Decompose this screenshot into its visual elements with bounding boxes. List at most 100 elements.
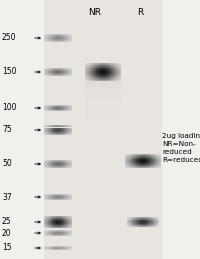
Bar bbox=[94, 73, 95, 74]
Bar bbox=[133, 219, 134, 220]
Bar bbox=[51, 227, 52, 228]
Bar bbox=[71, 130, 72, 131]
Bar bbox=[57, 226, 58, 227]
Bar bbox=[119, 71, 120, 72]
Bar bbox=[58, 71, 59, 72]
Bar bbox=[97, 63, 98, 64]
Bar bbox=[70, 129, 71, 130]
Bar bbox=[102, 76, 103, 77]
Bar bbox=[45, 219, 46, 220]
Bar bbox=[151, 218, 152, 219]
Bar bbox=[65, 75, 66, 76]
Bar bbox=[99, 64, 100, 65]
Bar bbox=[66, 134, 67, 135]
Bar bbox=[133, 164, 134, 165]
Bar bbox=[65, 222, 66, 223]
Bar bbox=[55, 225, 56, 226]
Bar bbox=[129, 156, 130, 157]
Bar bbox=[145, 220, 146, 221]
Bar bbox=[55, 128, 56, 129]
Bar bbox=[138, 162, 139, 163]
Bar bbox=[137, 156, 138, 157]
Bar bbox=[157, 154, 158, 155]
Bar bbox=[52, 41, 53, 42]
Bar bbox=[46, 37, 47, 38]
Bar bbox=[63, 74, 64, 75]
Bar bbox=[87, 73, 88, 74]
Bar bbox=[44, 164, 45, 165]
Bar bbox=[87, 67, 88, 68]
Bar bbox=[100, 80, 101, 81]
Bar bbox=[128, 165, 129, 166]
Bar bbox=[62, 36, 63, 37]
Bar bbox=[126, 161, 127, 162]
Bar bbox=[153, 226, 154, 227]
Bar bbox=[115, 66, 116, 67]
Bar bbox=[95, 66, 96, 67]
Bar bbox=[85, 65, 86, 66]
Bar bbox=[152, 226, 153, 227]
Bar bbox=[85, 77, 86, 78]
Bar bbox=[56, 164, 57, 165]
Text: 15: 15 bbox=[2, 243, 12, 253]
Bar bbox=[133, 225, 134, 226]
Bar bbox=[61, 133, 62, 134]
Bar bbox=[70, 38, 71, 39]
Bar bbox=[61, 35, 62, 36]
Bar bbox=[46, 126, 47, 127]
Bar bbox=[60, 216, 61, 217]
Bar bbox=[86, 71, 87, 72]
Bar bbox=[89, 80, 90, 81]
Bar bbox=[158, 156, 159, 157]
Bar bbox=[140, 160, 141, 161]
Bar bbox=[49, 133, 50, 134]
Bar bbox=[44, 130, 45, 131]
Bar bbox=[114, 69, 115, 70]
Bar bbox=[55, 132, 56, 133]
Bar bbox=[86, 79, 87, 80]
Bar bbox=[143, 156, 144, 157]
Bar bbox=[51, 127, 52, 128]
Bar bbox=[88, 63, 89, 64]
Bar bbox=[148, 158, 149, 159]
Bar bbox=[51, 75, 52, 76]
Bar bbox=[56, 160, 57, 161]
Bar bbox=[154, 217, 155, 218]
Bar bbox=[85, 98, 121, 99]
Bar bbox=[49, 162, 50, 163]
Bar bbox=[46, 40, 47, 41]
Bar bbox=[128, 167, 129, 168]
Bar bbox=[104, 73, 105, 74]
Bar bbox=[146, 154, 147, 155]
Bar bbox=[112, 76, 113, 77]
Bar bbox=[102, 78, 103, 79]
Bar bbox=[104, 70, 105, 71]
Bar bbox=[66, 130, 67, 131]
Bar bbox=[54, 34, 55, 35]
Bar bbox=[49, 226, 50, 227]
Bar bbox=[140, 154, 141, 155]
Bar bbox=[60, 73, 61, 74]
Bar bbox=[66, 163, 67, 164]
Bar bbox=[67, 227, 68, 228]
Bar bbox=[148, 220, 149, 221]
Bar bbox=[53, 226, 54, 227]
Bar bbox=[66, 68, 67, 69]
Bar bbox=[137, 222, 138, 223]
Bar bbox=[118, 71, 119, 72]
Bar bbox=[106, 73, 107, 74]
Bar bbox=[58, 133, 59, 134]
Bar bbox=[104, 74, 105, 75]
Bar bbox=[110, 80, 111, 81]
Bar bbox=[142, 218, 143, 219]
Bar bbox=[60, 34, 61, 35]
Bar bbox=[119, 66, 120, 67]
Bar bbox=[58, 216, 59, 217]
Bar bbox=[71, 162, 72, 163]
Bar bbox=[147, 159, 148, 160]
Bar bbox=[136, 165, 137, 166]
Bar bbox=[154, 220, 155, 221]
Bar bbox=[106, 76, 107, 77]
Bar bbox=[58, 166, 59, 167]
Bar bbox=[151, 161, 152, 162]
